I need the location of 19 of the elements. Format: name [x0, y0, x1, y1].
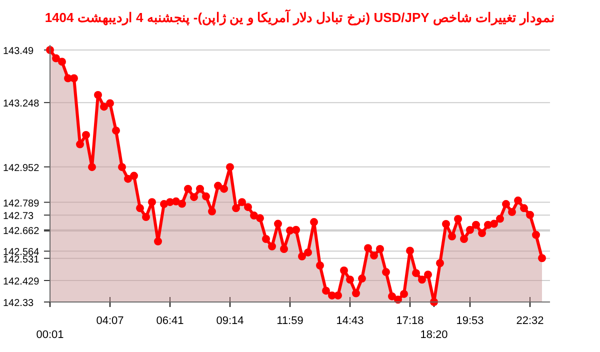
x-tick-label: 17:18: [396, 315, 424, 327]
x-tick-label: 19:53: [456, 315, 484, 327]
y-tick-label: 143.49: [3, 46, 34, 57]
y-tick-label: 142.789: [3, 198, 40, 210]
x-tick-label: 18:20: [420, 329, 448, 341]
y-tick-label: 142.73: [3, 211, 34, 222]
y-tick-label: 142.662: [3, 226, 40, 237]
y-tick-label: 143.248: [3, 98, 40, 110]
x-tick-label: 00:01: [36, 329, 64, 341]
x-tick-label: 06:41: [156, 315, 184, 327]
x-tick-label: 04:07: [96, 315, 124, 327]
y-tick-label: 142.429: [3, 276, 40, 288]
x-tick-label: 14:43: [336, 315, 364, 327]
chart-title: نمودار تغییرات شاخص USD/JPY (نرخ تبادل دلار آمریکا و ین ژاپن)- پنجشنبه 4 اردیبهشت 1404: [44, 9, 556, 26]
y-tick-label: 142.33: [3, 298, 34, 309]
x-tick-label: 09:14: [216, 315, 244, 327]
x-tick-label: 22:32: [516, 315, 544, 327]
x-tick-label: 11:59: [276, 315, 304, 327]
y-tick-label: 142.952: [3, 162, 40, 174]
